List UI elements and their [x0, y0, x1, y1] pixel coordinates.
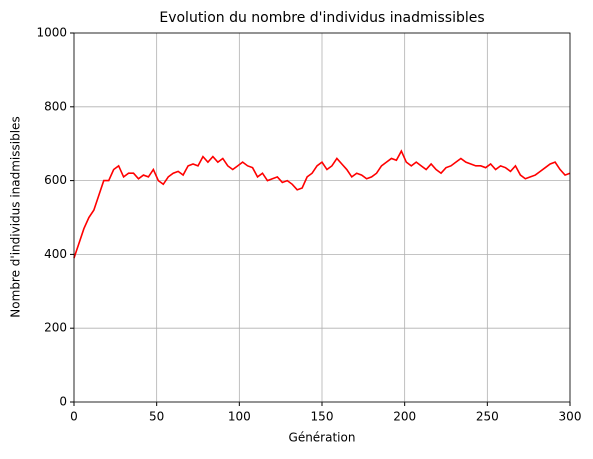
x-tick-label: 150 — [311, 410, 334, 424]
x-tick-label: 0 — [70, 410, 78, 424]
x-tick-label: 300 — [559, 410, 582, 424]
x-tick-label: 50 — [149, 410, 164, 424]
x-tick-label: 100 — [228, 410, 251, 424]
y-tick-label: 1000 — [36, 26, 67, 40]
x-tick-label: 200 — [393, 410, 416, 424]
x-axis-label: Génération — [289, 431, 356, 445]
y-tick-label: 400 — [44, 247, 67, 261]
y-axis-label: Nombre d'individus inadmissibles — [9, 116, 23, 317]
data-line — [73, 149, 571, 259]
y-tick-label: 200 — [44, 321, 67, 335]
chart-title: Evolution du nombre d'individus inadmiss… — [159, 10, 484, 26]
y-tick-label: 600 — [44, 173, 67, 187]
x-tick-label: 250 — [476, 410, 499, 424]
y-tick-label: 800 — [44, 99, 67, 113]
plot-frame — [73, 32, 571, 403]
y-tick-label: 0 — [59, 395, 67, 409]
